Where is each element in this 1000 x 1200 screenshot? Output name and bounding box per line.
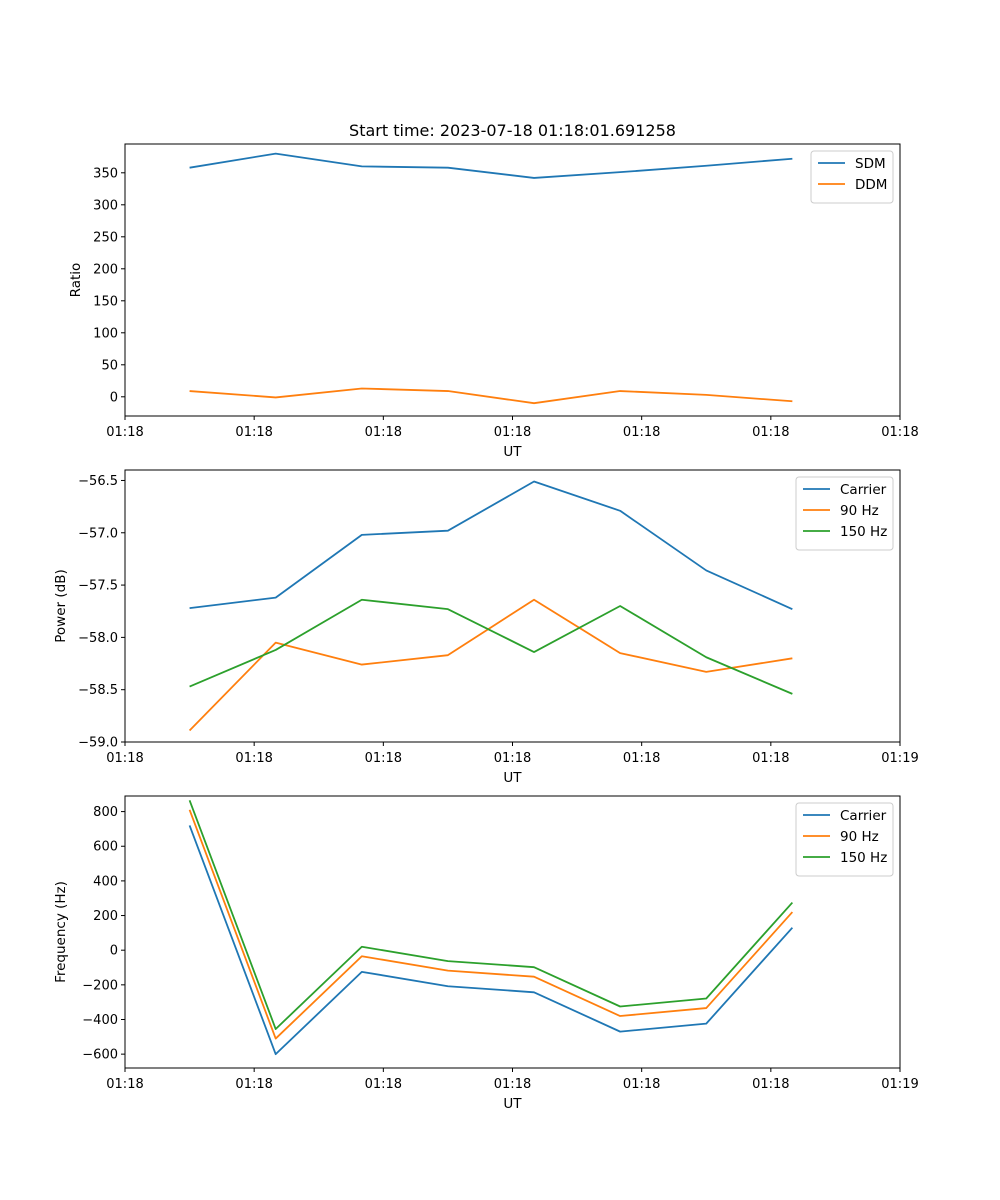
chart-title: Start time: 2023-07-18 01:18:01.691258	[349, 121, 676, 140]
x-tick-label: 01:19	[881, 751, 918, 766]
x-tick-label: 01:18	[494, 425, 531, 440]
chart-panel-2: 01:18 01:18 01:18 01:18 01:18 01:18 01:19 −59.0…	[53, 469, 919, 786]
y-tick-label: 100	[93, 326, 118, 341]
y-tick-label: −57.0	[78, 526, 118, 541]
y-tick-label: −57.5	[78, 579, 118, 594]
x-tick-label: 01:18	[106, 425, 143, 440]
x-tick-label: 01:18	[235, 751, 272, 766]
y-tick-label: −56.5	[78, 474, 118, 489]
legend-label: DDM	[855, 177, 887, 193]
axes-frame	[124, 795, 901, 1069]
axes-frame	[124, 469, 901, 743]
x-tick-label: 01:18	[752, 425, 789, 440]
series-line-150-hz	[188, 800, 794, 1030]
y-tick-label: 50	[101, 358, 118, 373]
legend-label: 90 Hz	[840, 829, 879, 845]
series-line-sdm	[189, 152, 793, 179]
legend: Carrier 90 Hz 150 Hz	[795, 476, 894, 551]
x-tick-label: 01:18	[365, 1077, 402, 1092]
series-line-carrier	[188, 825, 794, 1056]
x-tick-label: 01:18	[365, 751, 402, 766]
x-tick-label: 01:18	[235, 425, 272, 440]
chart-panel-1: Start time: 2023-07-18 01:18:01.69125801…	[68, 121, 919, 460]
y-tick-label: 0	[110, 390, 118, 405]
x-axis-label: UT	[503, 1096, 522, 1112]
legend-label: Carrier	[840, 808, 887, 824]
y-axis-label: Power (dB)	[53, 569, 69, 642]
x-axis-label: UT	[503, 444, 522, 460]
x-tick-label: 01:18	[235, 1077, 272, 1092]
y-tick-label: −600	[82, 1048, 118, 1063]
y-tick-label: 400	[93, 874, 118, 889]
y-tick-label: 150	[93, 294, 118, 309]
y-tick-label: 350	[93, 166, 118, 181]
y-tick-label: −59.0	[78, 736, 118, 751]
y-tick-label: 600	[93, 840, 118, 855]
x-tick-label: 01:18	[623, 751, 660, 766]
y-axis-label: Ratio	[68, 263, 84, 298]
series-line-150-hz	[189, 598, 793, 695]
y-tick-label: 200	[93, 262, 118, 277]
x-tick-label: 01:18	[881, 425, 918, 440]
x-tick-label: 01:18	[752, 1077, 789, 1092]
legend: Carrier 90 Hz 150 Hz	[795, 802, 894, 877]
series-line-90-hz	[188, 809, 794, 1040]
y-tick-label: 0	[110, 944, 118, 959]
x-tick-label: 01:18	[752, 751, 789, 766]
x-tick-label: 01:19	[881, 1077, 918, 1092]
axes-frame	[124, 143, 901, 417]
y-tick-label: 200	[93, 909, 118, 924]
series-line-carrier	[189, 480, 793, 610]
y-tick-label: 300	[93, 198, 118, 213]
x-tick-label: 01:18	[365, 425, 402, 440]
series-line-ddm	[189, 387, 793, 405]
legend-label: 90 Hz	[840, 503, 879, 519]
x-tick-label: 01:18	[106, 751, 143, 766]
legend-label: 150 Hz	[840, 524, 887, 540]
x-tick-label: 01:18	[106, 1077, 143, 1092]
legend-label: SDM	[855, 156, 886, 172]
legend-label: 150 Hz	[840, 850, 887, 866]
legend-label: Carrier	[840, 482, 887, 498]
y-tick-label: −58.5	[78, 683, 118, 698]
x-tick-label: 01:18	[494, 1077, 531, 1092]
chart-panel-3: 01:18 01:18 01:18 01:18 01:18 01:18 01:19 −600 −…	[53, 795, 919, 1112]
x-tick-label: 01:18	[494, 751, 531, 766]
x-tick-label: 01:18	[623, 1077, 660, 1092]
y-tick-label: 250	[93, 230, 118, 245]
legend-box	[810, 150, 894, 204]
x-axis-label: UT	[503, 770, 522, 786]
series-line-90-hz	[188, 598, 793, 732]
y-tick-label: −200	[82, 978, 118, 993]
y-axis-label: Frequency (Hz)	[53, 881, 69, 983]
y-tick-label: −58.0	[78, 631, 118, 646]
y-tick-label: 800	[93, 805, 118, 820]
x-tick-label: 01:18	[623, 425, 660, 440]
y-tick-label: −400	[82, 1013, 118, 1028]
legend: SDM DDM	[810, 150, 894, 204]
